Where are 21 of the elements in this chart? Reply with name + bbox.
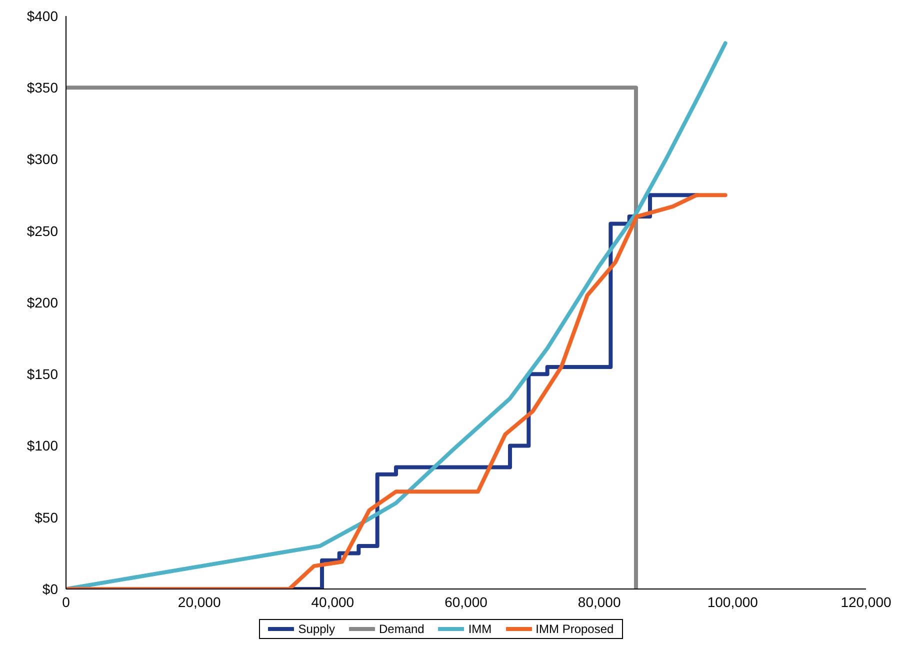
y-tick-label: $0 [42, 580, 58, 597]
y-tick-label: $50 [34, 509, 58, 526]
legend-label: Supply [297, 622, 335, 636]
x-tick-label: 120,000 [840, 594, 892, 610]
y-tick-label: $150 [26, 366, 58, 382]
legend-label: IMM [467, 622, 492, 636]
legend-label: IMM Proposed [534, 622, 614, 636]
line-series [66, 41, 728, 589]
y-tick-label: $250 [26, 222, 58, 239]
x-tick-label: 80,000 [578, 594, 621, 610]
y-tick-label: $350 [26, 80, 58, 96]
y-tick-label: $400 [26, 8, 58, 24]
legend-label: Demand [378, 622, 424, 636]
y-tick-label: $200 [26, 294, 58, 310]
y-tick-label: $100 [26, 438, 58, 454]
x-tick-label: 60,000 [444, 594, 488, 610]
x-tick-label: 0 [62, 594, 70, 610]
x-tick-label: 100,000 [707, 594, 758, 610]
x-tick-label: 40,000 [311, 594, 354, 610]
x-tick-label: 20,000 [178, 594, 221, 610]
y-tick-label: $300 [26, 151, 58, 168]
